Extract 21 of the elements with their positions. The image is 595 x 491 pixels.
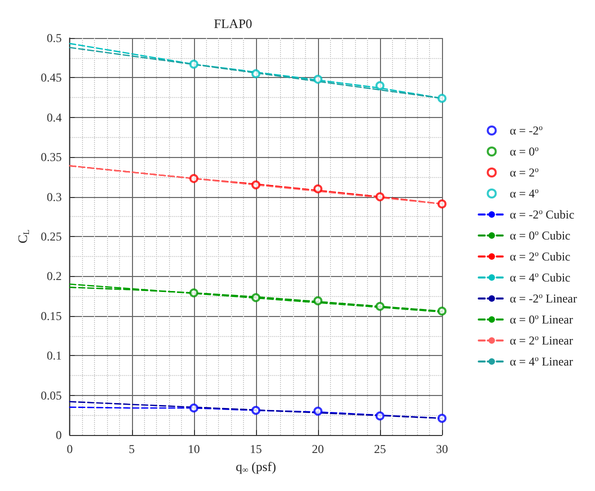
y-tick-label: 0.45 — [40, 70, 62, 85]
x-tick-label: 15 — [250, 442, 262, 456]
x-tick-label: 30 — [436, 442, 448, 456]
x-tick-label: 25 — [374, 442, 386, 456]
y-tick-label: 0.2 — [46, 269, 62, 284]
y-tick-label: 0.1 — [46, 348, 62, 363]
x-tick-label: 20 — [312, 442, 324, 456]
y-tick-label: 0.05 — [40, 388, 62, 402]
x-tick-label: 10 — [188, 442, 200, 456]
y-tick-label: 0.3 — [46, 190, 62, 204]
y-tick-label: 0.35 — [40, 150, 62, 164]
y-tick-label: 0.4 — [46, 110, 62, 124]
x-axis-title: q∞ (psf) — [236, 458, 276, 475]
x-tick-label: 0 — [66, 442, 73, 456]
y-axis-title: CL — [15, 230, 31, 244]
chart-title: FLAP0 — [214, 16, 252, 31]
x-tick-label: 5 — [128, 442, 135, 456]
y-tick-label: 0.15 — [40, 308, 62, 323]
y-tick-label: 0.5 — [46, 31, 62, 45]
y-tick-label: 0.25 — [40, 230, 62, 244]
y-tick-label: 0 — [56, 428, 62, 442]
